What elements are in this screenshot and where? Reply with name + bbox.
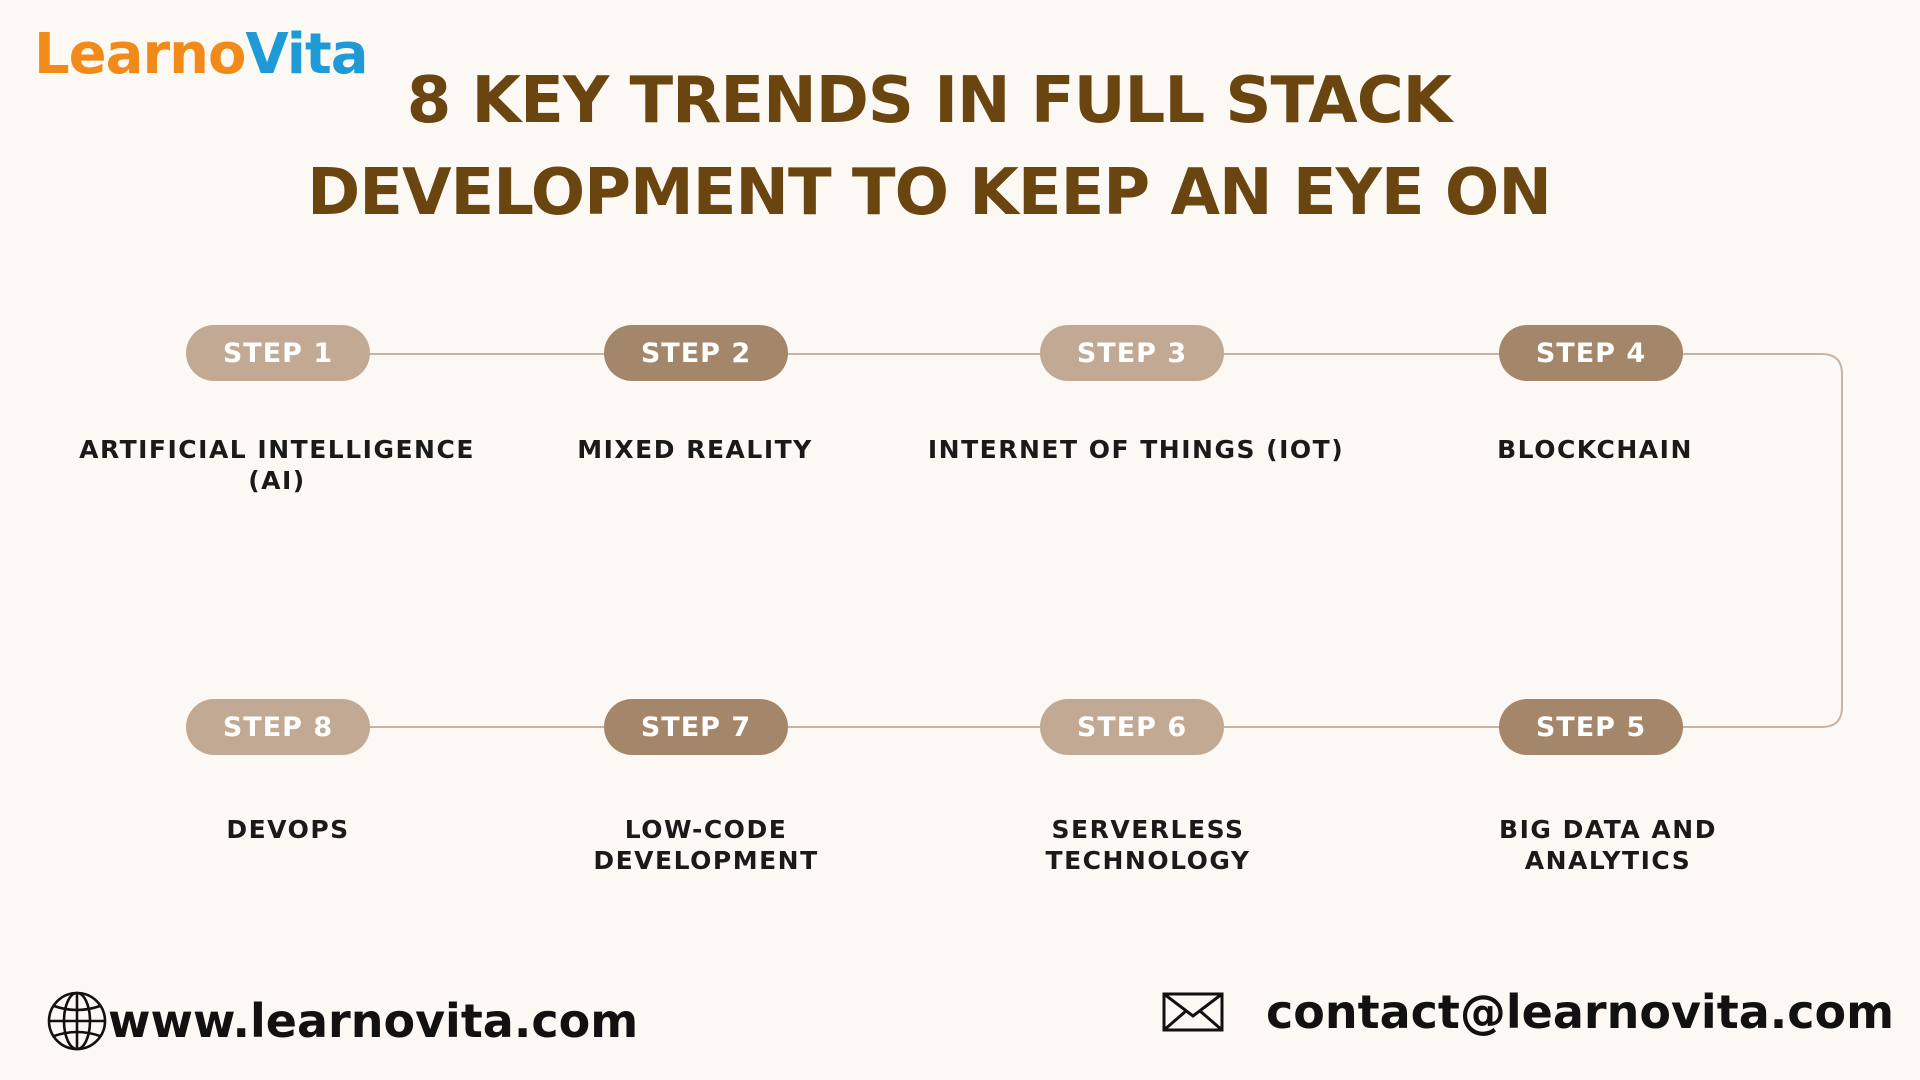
- step-8-label: DEVOPS: [226, 815, 350, 844]
- step-4-label: BLOCKCHAIN: [1497, 435, 1693, 464]
- step-8-badge: STEP 8: [186, 699, 370, 755]
- step-2-label: MIXED REALITY: [577, 435, 813, 464]
- step-2-badge: STEP 2: [604, 325, 788, 381]
- step-5-label: BIG DATA AND ANALYTICS: [1499, 815, 1717, 875]
- email-link[interactable]: contact@learnovita.com: [1266, 985, 1895, 1039]
- footer-website: www.learnovita.com: [46, 990, 638, 1052]
- globe-icon: [47, 991, 107, 1051]
- title-line-1: 8 KEY TRENDS IN FULL STACK: [406, 64, 1453, 138]
- page-title: 8 KEY TRENDS IN FULL STACK DEVELOPMENT T…: [0, 55, 1858, 239]
- step-7-label: LOW-CODE DEVELOPMENT: [593, 815, 819, 875]
- brand-logo-part1: Learno: [34, 22, 246, 87]
- website-link[interactable]: www.learnovita.com: [108, 994, 639, 1048]
- footer-email: contact@learnovita.com: [1162, 985, 1894, 1039]
- step-1-label: ARTIFICIAL INTELLIGENCE (AI): [79, 435, 475, 495]
- step-4-badge: STEP 4: [1499, 325, 1683, 381]
- step-5-badge: STEP 5: [1499, 699, 1683, 755]
- step-3-label: INTERNET OF THINGS (IOT): [927, 435, 1345, 464]
- brand-logo: LearnoVita: [34, 22, 369, 87]
- step-1-badge: STEP 1: [186, 325, 370, 381]
- connector-4-5: [1681, 353, 1843, 728]
- step-3-badge: STEP 3: [1040, 325, 1224, 381]
- step-7-badge: STEP 7: [604, 699, 788, 755]
- title-line-2: DEVELOPMENT TO KEEP AN EYE ON: [307, 156, 1552, 230]
- step-6-label: SERVERLESS TECHNOLOGY: [1045, 815, 1251, 875]
- envelope-icon: [1162, 992, 1224, 1032]
- step-6-badge: STEP 6: [1040, 699, 1224, 755]
- brand-logo-part2: Vita: [245, 22, 368, 87]
